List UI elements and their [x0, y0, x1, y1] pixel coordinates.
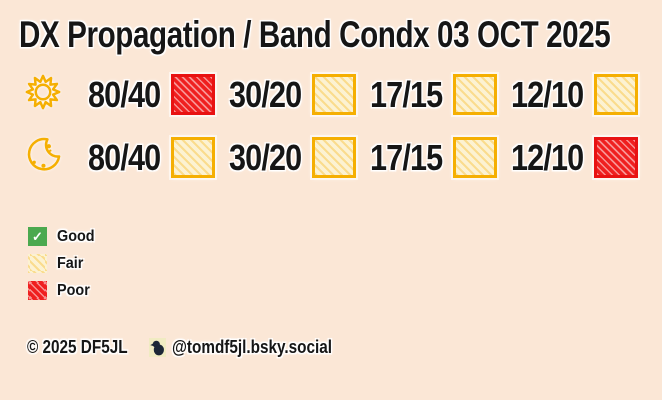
- legend-row-good: Good: [28, 227, 99, 246]
- status-box: [453, 137, 497, 178]
- good-check-icon: [28, 227, 47, 246]
- band-cell-day-30-20: 30/20: [229, 74, 356, 115]
- band-label: 17/15: [370, 137, 443, 178]
- legend: Good Fair Poor: [28, 227, 99, 308]
- status-box: [594, 74, 638, 115]
- page-title: DX Propagation / Band Condx 03 OCT 2025: [19, 14, 611, 55]
- band-label: 12/10: [511, 74, 584, 115]
- status-box: [594, 137, 638, 178]
- band-cell-night-12-10: 12/10: [511, 137, 638, 178]
- band-label: 30/20: [229, 74, 302, 115]
- band-cell-day-12-10: 12/10: [511, 74, 638, 115]
- legend-row-poor: Poor: [28, 281, 99, 300]
- moon-icon: [27, 137, 61, 171]
- copyright-text: © 2025 DF5JL: [27, 337, 128, 357]
- fair-swatch-icon: [28, 254, 47, 273]
- band-cell-day-80-40: 80/40: [88, 74, 215, 115]
- status-box: [312, 137, 356, 178]
- band-label: 30/20: [229, 137, 302, 178]
- legend-label: Good: [57, 228, 95, 245]
- footer: © 2025 DF5JL @tomdf5jl.bsky.social: [27, 337, 361, 357]
- status-box: [453, 74, 497, 115]
- legend-label: Poor: [57, 282, 90, 299]
- legend-row-fair: Fair: [28, 254, 99, 273]
- status-box: [171, 74, 215, 115]
- poor-swatch-icon: [28, 281, 47, 300]
- band-cell-day-17-15: 17/15: [370, 74, 497, 115]
- band-cell-night-80-40: 80/40: [88, 137, 215, 178]
- bsky-handle: @tomdf5jl.bsky.social: [172, 337, 333, 357]
- band-label: 17/15: [370, 74, 443, 115]
- bird-icon: [149, 337, 167, 357]
- band-label: 80/40: [88, 74, 161, 115]
- status-box: [312, 74, 356, 115]
- band-cell-night-30-20: 30/20: [229, 137, 356, 178]
- band-label: 80/40: [88, 137, 161, 178]
- legend-label: Fair: [57, 255, 84, 272]
- band-label: 12/10: [511, 137, 584, 178]
- sun-icon: [25, 74, 61, 110]
- band-cell-night-17-15: 17/15: [370, 137, 497, 178]
- status-box: [171, 137, 215, 178]
